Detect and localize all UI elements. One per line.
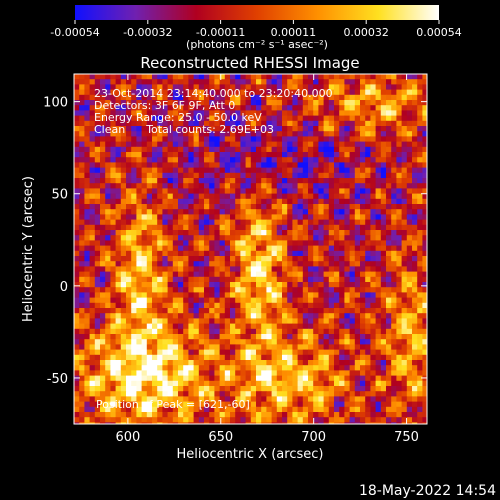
colorbar-tick-label: -0.00054 xyxy=(50,26,99,39)
x-tick-label: 750 xyxy=(394,430,419,445)
annotation-time-range: 23-Oct-2014 23:14:40.000 to 23:20:40.000 xyxy=(94,87,333,100)
colorbar-tick-label: 0.00054 xyxy=(416,26,462,39)
chart-title: Reconstructed RHESSI Image xyxy=(140,54,359,72)
colorbar-ticks xyxy=(74,20,440,24)
colorbar-tick-label: -0.00011 xyxy=(196,26,245,39)
y-tick-label: 0 xyxy=(60,280,68,295)
y-tick-label: -50 xyxy=(47,372,68,387)
annotation-block: 23-Oct-2014 23:14:40.000 to 23:20:40.000… xyxy=(94,87,333,136)
annotation-clean-counts: Clean Total counts: 2.69E+03 xyxy=(94,123,274,136)
y-tick-label: 100 xyxy=(43,96,68,111)
footer-timestamp: 18-May-2022 14:54 xyxy=(359,483,496,499)
x-axis-ticks: 600 650 700 750 xyxy=(115,74,419,445)
colorbar xyxy=(75,5,439,20)
x-tick-label: 650 xyxy=(208,430,233,445)
y-axis-label: Heliocentric Y (arcsec) xyxy=(21,176,36,322)
heatmap-image xyxy=(74,74,427,424)
x-axis-label: Heliocentric X (arcsec) xyxy=(177,447,324,462)
y-tick-label: 50 xyxy=(51,188,68,203)
colorbar-tick-label: 0.00032 xyxy=(343,26,389,39)
colorbar-tick-labels: -0.00054 -0.00032 -0.00011 0.00011 0.00032 0.… xyxy=(50,26,461,39)
annotation-energy-range: Energy Range: 25.0 - 50.0 keV xyxy=(94,111,262,124)
colorbar-tick-label: -0.00032 xyxy=(123,26,172,39)
annotation-detectors: Detectors: 3F 6F 9F, Att 0 xyxy=(94,99,235,112)
colorbar-tick-label: 0.00011 xyxy=(271,26,317,39)
y-axis-ticks: -50 0 50 100 xyxy=(43,96,427,387)
x-tick-label: 600 xyxy=(115,430,140,445)
x-tick-label: 700 xyxy=(301,430,326,445)
peak-position-label: Position of Peak = [621,-60] xyxy=(96,398,250,411)
plot-frame xyxy=(73,73,428,425)
colorbar-unit-label: (photons cm⁻² s⁻¹ asec⁻²) xyxy=(186,38,328,51)
